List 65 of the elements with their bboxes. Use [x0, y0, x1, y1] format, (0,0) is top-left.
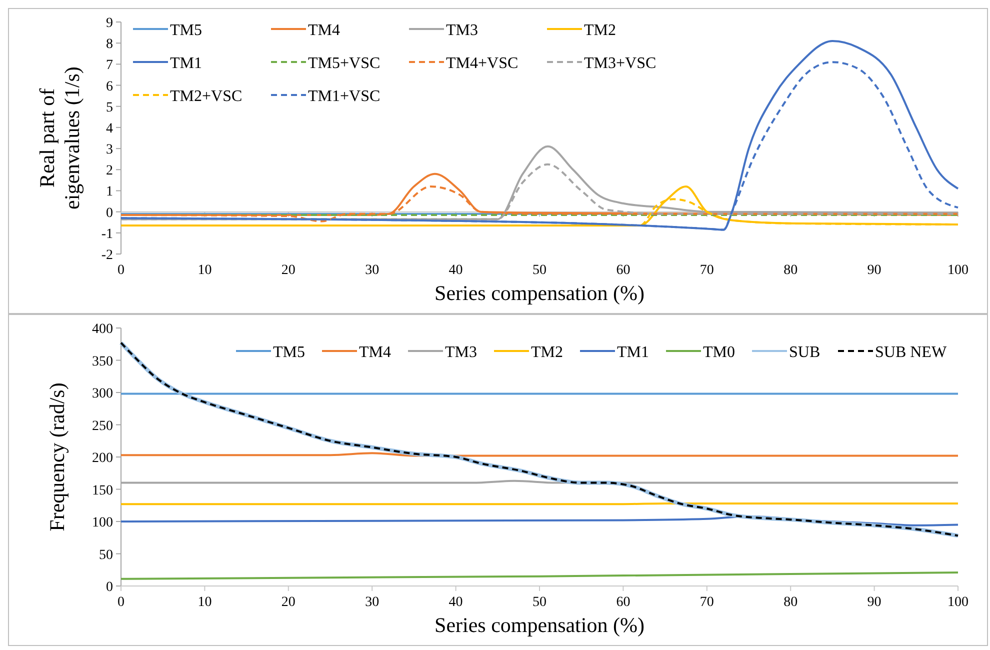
- y-axis-title: Frequency (rad/s): [45, 382, 69, 532]
- y-tick-label: 5: [106, 100, 113, 116]
- legend-label: TM0: [703, 344, 735, 361]
- y-tick-label: 100: [92, 516, 113, 530]
- x-tick-label: 10: [198, 595, 212, 610]
- legend-label: TM5: [170, 22, 202, 39]
- x-tick-label: 80: [784, 595, 798, 610]
- legend-label: TM2: [531, 344, 563, 361]
- legend-label: TM4+VSC: [446, 55, 518, 72]
- y-tick-label: 300: [92, 386, 113, 402]
- y-tick-label: 7: [106, 58, 113, 74]
- x-tick-label: 40: [448, 595, 463, 610]
- legend-label: TM5+VSC: [308, 55, 380, 72]
- y-tick-label: 0: [106, 580, 113, 595]
- y-tick-label: 50: [99, 548, 113, 563]
- x-tick-label: 70: [700, 595, 714, 610]
- x-tick-label: 60: [616, 595, 630, 610]
- legend-label: TM1+VSC: [308, 88, 380, 105]
- x-tick-label: 90: [867, 595, 882, 610]
- x-tick-label: 70: [700, 263, 714, 278]
- legend-label: TM4: [308, 22, 340, 39]
- x-axis-title: Series compensation (%): [434, 281, 644, 305]
- x-tick-label: 20: [281, 595, 296, 610]
- y-tick-label: 400: [92, 322, 113, 337]
- y-axis-title: Real part of eigenvalues (1/s): [35, 66, 84, 210]
- x-tick-label: 10: [198, 263, 212, 278]
- x-tick-label: 20: [281, 263, 296, 278]
- y-tick-label: 200: [92, 451, 113, 466]
- x-tick-label: 100: [948, 263, 968, 278]
- y-tick-label: 250: [92, 418, 113, 434]
- y-tick-label: 8: [106, 37, 113, 52]
- legend-label: TM1: [170, 55, 202, 72]
- legend-label: TM3+VSC: [584, 55, 656, 72]
- legend-label: TM3: [446, 22, 478, 39]
- x-tick-label: 80: [784, 263, 798, 278]
- x-tick-label: 40: [448, 263, 463, 278]
- legend-label: TM3: [445, 344, 477, 361]
- x-tick-label: 0: [118, 263, 124, 278]
- legend-label: TM1: [617, 344, 649, 361]
- x-tick-label: 0: [118, 595, 124, 610]
- y-tick-label: -1: [101, 226, 113, 242]
- legend-label: TM2: [584, 22, 616, 39]
- y-tick-label: 6: [106, 79, 113, 94]
- x-tick-label: 90: [867, 263, 882, 278]
- y-tick-label: -2: [101, 248, 113, 263]
- legend-label: TM4: [359, 344, 391, 361]
- y-tick-label: 0: [106, 206, 113, 221]
- legend-label: TM5: [273, 344, 305, 361]
- x-tick-label: 30: [365, 595, 380, 610]
- legend-label: SUB NEW: [875, 344, 948, 361]
- x-axis-title: Series compensation (%): [434, 613, 644, 637]
- y-tick-label: 4: [106, 121, 113, 136]
- x-tick-label: 50: [532, 595, 546, 610]
- y-tick-label: 150: [92, 483, 113, 498]
- legend-label: SUB: [789, 344, 820, 361]
- x-tick-label: 60: [616, 263, 630, 278]
- x-tick-label: 50: [532, 263, 546, 278]
- y-tick-label: 1: [106, 184, 113, 200]
- y-tick-label: 2: [106, 164, 113, 179]
- y-tick-label: 9: [106, 16, 113, 31]
- x-tick-label: 100: [948, 595, 968, 610]
- x-tick-label: 30: [365, 263, 380, 278]
- y-tick-label: 3: [106, 142, 113, 158]
- y-tick-label: 350: [92, 354, 113, 370]
- legend-label: TM2+VSC: [170, 88, 242, 105]
